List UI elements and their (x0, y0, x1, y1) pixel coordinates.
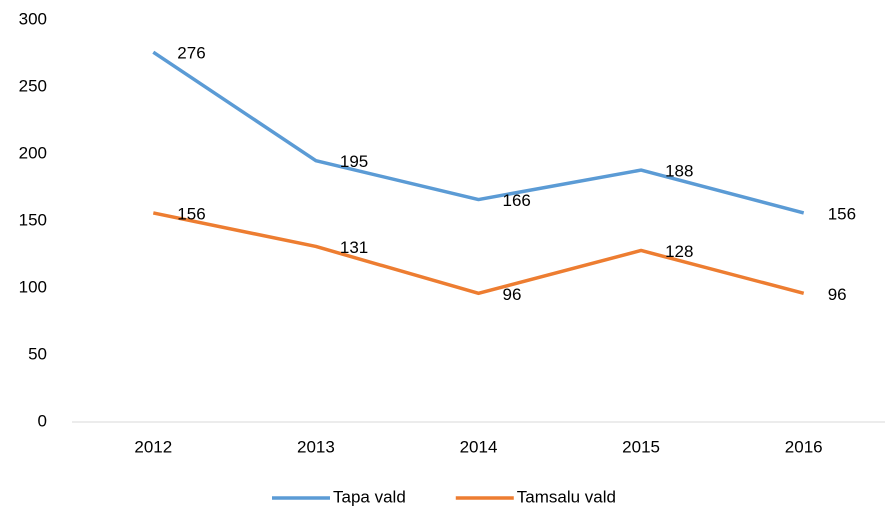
x-tick-label: 2012 (134, 437, 172, 456)
x-tick-label: 2015 (622, 437, 660, 456)
data-label: 276 (177, 44, 205, 63)
data-label: 96 (503, 285, 522, 304)
series-line (152, 211, 805, 296)
y-tick-label: 100 (19, 277, 47, 296)
x-tick-label: 2014 (460, 437, 498, 456)
data-label: 131 (340, 238, 368, 257)
data-label: 128 (665, 242, 693, 261)
data-label: 96 (828, 285, 847, 304)
data-label: 195 (340, 152, 368, 171)
legend-label: Tapa vald (333, 487, 406, 506)
y-tick-label: 150 (19, 210, 47, 229)
y-tick-label: 250 (19, 76, 47, 95)
data-label: 166 (503, 191, 531, 210)
data-label: 156 (828, 204, 856, 223)
data-label: 188 (665, 162, 693, 181)
data-label: 156 (177, 204, 205, 223)
x-tick-label: 2016 (785, 437, 823, 456)
y-tick-label: 300 (19, 9, 47, 28)
legend-label: Tamsalu vald (517, 487, 616, 506)
series-line (152, 50, 805, 215)
y-tick-label: 200 (19, 143, 47, 162)
y-tick-label: 0 (38, 411, 47, 430)
x-tick-label: 2013 (297, 437, 335, 456)
y-tick-label: 50 (28, 344, 47, 363)
